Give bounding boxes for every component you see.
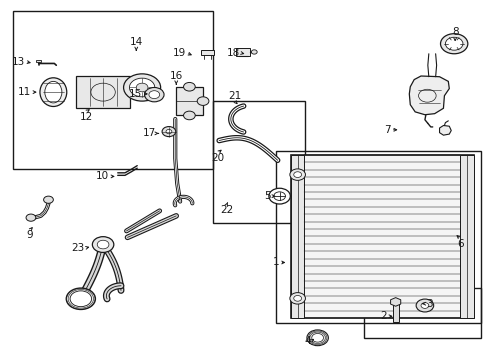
- Circle shape: [293, 296, 301, 301]
- Circle shape: [123, 74, 160, 101]
- Circle shape: [415, 299, 433, 312]
- Circle shape: [136, 83, 148, 92]
- Text: 7: 7: [384, 125, 390, 135]
- Bar: [276, 151, 480, 323]
- Bar: [392, 302, 398, 321]
- Text: 12: 12: [79, 112, 92, 122]
- Circle shape: [311, 333, 323, 342]
- Bar: [236, 48, 249, 55]
- Circle shape: [70, 291, 91, 307]
- Text: 6: 6: [457, 239, 464, 249]
- Text: 9: 9: [26, 230, 33, 240]
- Bar: [76, 76, 130, 108]
- Text: 1: 1: [272, 257, 279, 267]
- Circle shape: [289, 169, 305, 180]
- Text: 17: 17: [142, 129, 156, 138]
- Circle shape: [66, 288, 95, 310]
- Text: 8: 8: [451, 27, 458, 37]
- Bar: [36, 59, 41, 62]
- Text: 19: 19: [172, 48, 185, 58]
- Bar: [363, 288, 480, 338]
- Polygon shape: [408, 76, 448, 115]
- Text: 22: 22: [220, 205, 233, 215]
- Text: 14: 14: [129, 37, 142, 47]
- Circle shape: [129, 78, 155, 97]
- Circle shape: [183, 111, 195, 120]
- Polygon shape: [439, 126, 450, 135]
- Circle shape: [97, 240, 109, 249]
- Text: 10: 10: [96, 171, 109, 181]
- Text: 13: 13: [12, 57, 25, 67]
- Bar: [13, 12, 212, 169]
- Circle shape: [306, 330, 328, 346]
- Circle shape: [440, 34, 467, 54]
- Circle shape: [289, 293, 305, 304]
- Circle shape: [420, 303, 428, 309]
- Ellipse shape: [45, 81, 62, 103]
- Circle shape: [183, 82, 195, 91]
- Text: 5: 5: [263, 191, 270, 201]
- Bar: [200, 50, 214, 55]
- Text: 15: 15: [129, 89, 142, 99]
- Circle shape: [26, 214, 36, 221]
- Text: 2: 2: [380, 311, 386, 321]
- Ellipse shape: [40, 78, 67, 107]
- Text: 3: 3: [426, 299, 432, 309]
- Text: 23: 23: [71, 243, 84, 253]
- Circle shape: [144, 87, 163, 102]
- Circle shape: [293, 172, 301, 177]
- Circle shape: [273, 192, 285, 201]
- Text: 20: 20: [211, 153, 224, 163]
- Text: 21: 21: [228, 91, 241, 101]
- Circle shape: [197, 97, 208, 105]
- Circle shape: [165, 130, 171, 134]
- Text: 11: 11: [18, 87, 31, 97]
- Circle shape: [92, 237, 114, 252]
- Circle shape: [149, 91, 159, 99]
- Text: 16: 16: [169, 71, 183, 81]
- Bar: [290, 155, 473, 318]
- Circle shape: [445, 37, 462, 50]
- Text: 4: 4: [304, 336, 310, 346]
- Text: 18: 18: [226, 48, 239, 58]
- Circle shape: [268, 188, 290, 204]
- Bar: [176, 87, 203, 116]
- Bar: [459, 155, 473, 318]
- Bar: [212, 101, 305, 223]
- Circle shape: [162, 127, 175, 136]
- Circle shape: [251, 50, 257, 54]
- Bar: [290, 155, 304, 318]
- Circle shape: [43, 196, 53, 203]
- Polygon shape: [390, 298, 400, 306]
